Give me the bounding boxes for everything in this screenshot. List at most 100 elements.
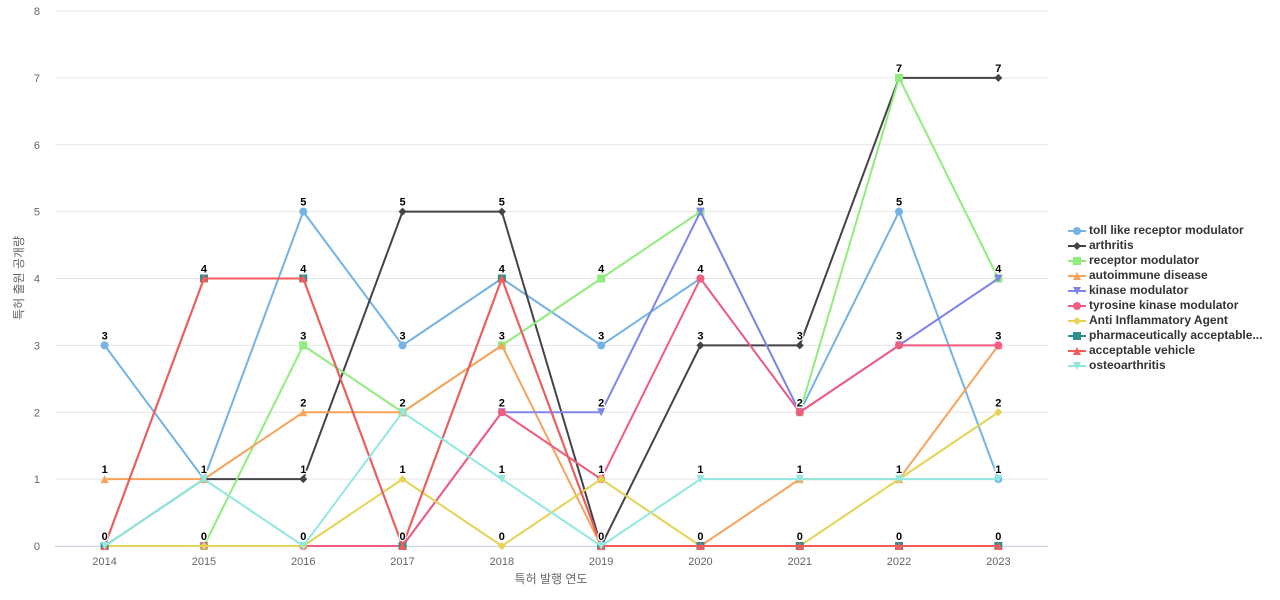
legend-item[interactable]: receptor modulator: [1068, 253, 1262, 268]
data-label: 5: [697, 197, 703, 209]
data-point: [994, 475, 1003, 484]
legend-label: toll like receptor modulator: [1089, 223, 1244, 237]
data-label: 0: [697, 531, 703, 543]
legend-marker: [1073, 256, 1081, 265]
legend-symbol: [1068, 316, 1086, 325]
series-lines: [100, 73, 1003, 550]
legend-symbol: [1068, 301, 1086, 310]
data-label: 1: [201, 464, 207, 476]
legend-item[interactable]: acceptable vehicle: [1068, 343, 1262, 358]
x-axis-ticks: 2014 2015 2016 2017 2018 2019 2020 2021 2022 2023: [92, 556, 1010, 568]
data-label: 0: [499, 531, 505, 543]
data-point: [199, 274, 208, 283]
data-label: 2: [598, 397, 604, 409]
data-label: 2: [797, 397, 803, 409]
data-point: [994, 341, 1003, 350]
legend: toll like receptor modulator arthritis rec…: [1068, 223, 1262, 373]
legend-label: Anti Inflammatory Agent: [1089, 313, 1228, 327]
legend-item[interactable]: arthritis: [1068, 238, 1262, 253]
y-tick-label: 5: [34, 207, 40, 219]
legend-item[interactable]: pharmaceutically acceptable...: [1068, 328, 1262, 343]
data-label: 5: [300, 197, 306, 209]
series-line: [104, 76, 999, 549]
data-label: 4: [995, 264, 1002, 276]
data-label: 0: [399, 531, 405, 543]
data-point: [597, 274, 606, 283]
legend-item[interactable]: autoimmune disease: [1068, 268, 1262, 283]
legend-symbol: [1068, 256, 1086, 265]
data-point: [994, 73, 1003, 82]
y-tick-label: 0: [34, 541, 40, 553]
data-label: 3: [598, 330, 604, 342]
data-label: 1: [399, 464, 405, 476]
data-label: 0: [300, 531, 306, 543]
legend-item[interactable]: toll like receptor modulator: [1068, 223, 1262, 238]
data-point: [299, 408, 308, 417]
legend-item[interactable]: kinase modulator: [1068, 283, 1262, 298]
data-label: 3: [399, 330, 405, 342]
legend-item[interactable]: osteoarthritis: [1068, 358, 1262, 373]
data-point: [497, 475, 506, 484]
x-tick-label: 2019: [589, 556, 613, 568]
data-label: 4: [697, 264, 704, 276]
series-line: [103, 275, 999, 549]
data-label: 3: [102, 330, 108, 342]
y-tick-label: 4: [34, 274, 40, 286]
series-8: [100, 274, 1003, 550]
data-point: [895, 207, 904, 216]
legend-symbol: [1068, 241, 1086, 250]
data-label: 2: [399, 397, 405, 409]
data-point: [497, 207, 506, 216]
data-label: 3: [697, 330, 703, 342]
data-point: [597, 475, 606, 484]
series-line: [104, 75, 1000, 547]
data-point: [299, 274, 308, 283]
data-label: 2: [995, 397, 1001, 409]
data-label: 5: [499, 197, 505, 209]
legend-label: arthritis: [1089, 238, 1134, 252]
data-point: [696, 274, 705, 283]
data-point: [299, 207, 308, 216]
x-tick-label: 2016: [291, 556, 315, 568]
data-point: [199, 475, 208, 484]
data-point: [895, 73, 904, 82]
legend-label: pharmaceutically acceptable...: [1089, 328, 1263, 342]
y-tick-label: 6: [34, 140, 40, 152]
legend-item[interactable]: Anti Inflammatory Agent: [1068, 313, 1262, 328]
data-label: 0: [896, 531, 902, 543]
data-point: [398, 408, 407, 417]
y-tick-label: 3: [34, 340, 40, 352]
data-point: [696, 207, 705, 216]
legend-label: receptor modulator: [1089, 253, 1200, 267]
data-point: [994, 542, 1003, 550]
data-label: 1: [896, 464, 902, 476]
data-point: [795, 475, 804, 484]
data-point: [199, 542, 208, 550]
legend-label: acceptable vehicle: [1089, 343, 1196, 357]
data-point: [497, 274, 506, 283]
data-point: [597, 408, 606, 417]
legend-marker: [1073, 346, 1081, 355]
data-label: 4: [201, 264, 208, 276]
legend-symbol: [1068, 226, 1086, 235]
data-label: 1: [995, 464, 1001, 476]
data-label: 0: [797, 531, 803, 543]
data-label: 3: [995, 330, 1001, 342]
data-label: 1: [499, 464, 505, 476]
data-label: 1: [598, 464, 604, 476]
data-point: [795, 542, 804, 550]
data-label: 4: [598, 264, 605, 276]
data-label: 5: [399, 197, 405, 209]
data-label: 1: [102, 464, 108, 476]
data-point: [398, 207, 407, 216]
legend-symbol: [1068, 361, 1086, 370]
legend-marker: [1073, 331, 1081, 340]
legend-item[interactable]: tyrosine kinase modulator: [1068, 298, 1262, 313]
legend-marker: [1073, 286, 1081, 295]
y-tick-label: 7: [34, 73, 40, 85]
data-point: [299, 475, 308, 484]
y-tick-label: 1: [34, 474, 40, 486]
data-label: 3: [300, 330, 306, 342]
data-label: 0: [102, 531, 108, 543]
